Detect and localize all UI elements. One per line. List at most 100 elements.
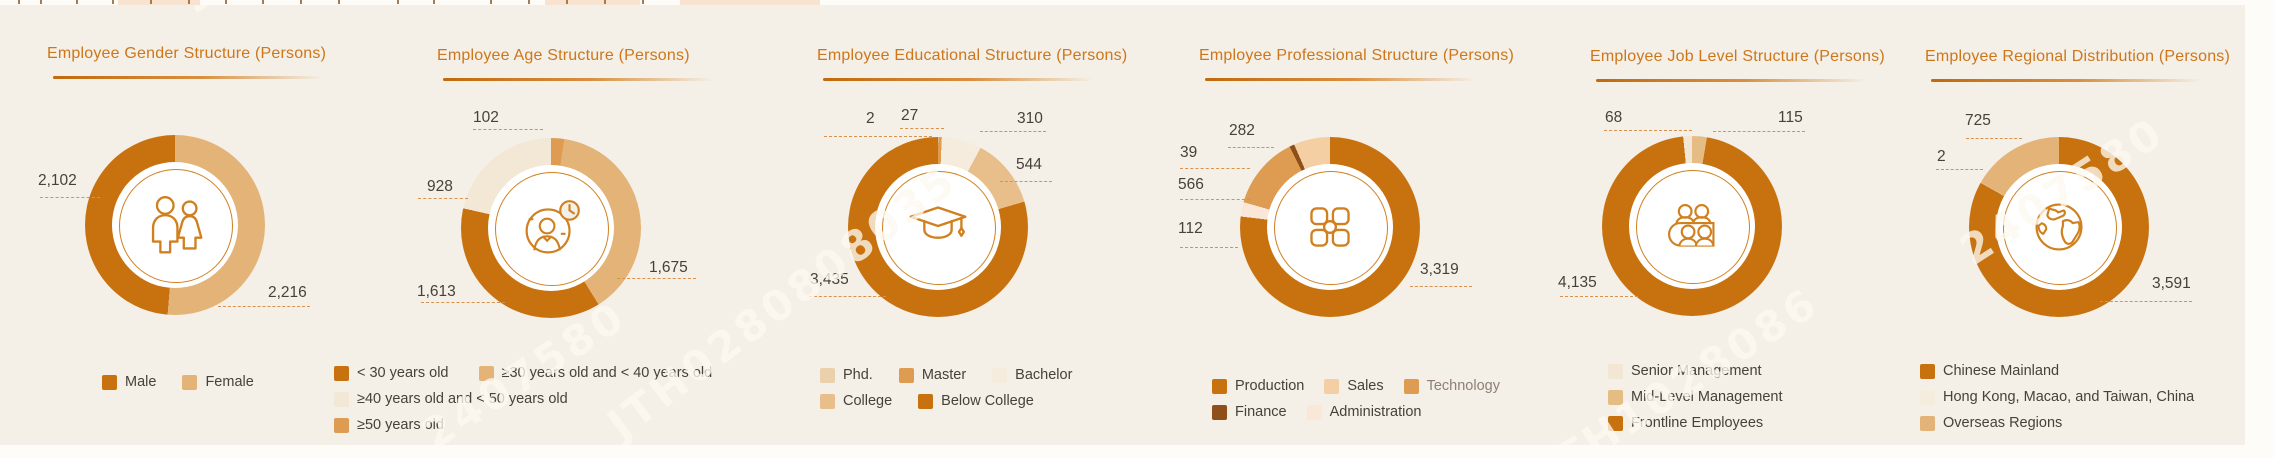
legend-row: Frontline Employees (1608, 414, 1763, 432)
legend-label: Sales (1347, 378, 1384, 394)
legend-item-administration[interactable]: Administration (1306, 404, 1422, 420)
top-strip-tick (262, 0, 264, 4)
legend-label: Male (125, 374, 157, 390)
legend-item-mid-level-management[interactable]: Mid-Level Management (1608, 389, 1783, 405)
data-label: 4,135 (1558, 274, 1597, 291)
legend-swatch (478, 365, 494, 381)
top-strip-tick (76, 0, 78, 4)
top-strip-block (545, 0, 640, 5)
callout-leader-line (900, 128, 944, 129)
legend-item-technology[interactable]: Technology (1403, 378, 1500, 394)
data-label: 928 (427, 178, 453, 195)
top-strip-tick (225, 0, 227, 4)
legend-item-senior-management[interactable]: Senior Management (1608, 363, 1762, 379)
legend-label: Senior Management (1631, 363, 1762, 379)
callout-leader-line (40, 197, 100, 198)
data-label: 3,319 (1420, 261, 1459, 278)
legend-item-master[interactable]: Master (898, 367, 966, 383)
callout-leader-line (617, 278, 696, 279)
title-underline (823, 78, 1093, 81)
legend-label: Bachelor (1015, 367, 1073, 383)
legend-item-college[interactable]: College (820, 393, 892, 409)
callout-leader-line (473, 129, 543, 130)
data-label: 282 (1229, 122, 1255, 139)
data-label: 544 (1016, 156, 1042, 173)
legend-label: Phd. (843, 367, 873, 383)
legend-item-sales[interactable]: Sales (1324, 378, 1384, 394)
graduation-cap-icon (899, 188, 977, 266)
chart-title: Employee Job Level Structure (Persons) (1590, 48, 1885, 65)
team-table-icon (1653, 187, 1731, 265)
legend-item--40-years-old-and-50-years-old[interactable]: ≥40 years old and < 50 years old (334, 391, 568, 407)
globe-icon (2020, 188, 2098, 266)
data-label: 2,102 (38, 172, 77, 189)
data-label: 3,591 (2152, 275, 2191, 292)
legend-item-hong-kong-macao-and-taiwan-china[interactable]: Hong Kong, Macao, and Taiwan, China (1920, 389, 2194, 405)
dashboard-background (0, 5, 2245, 445)
top-strip-tick (397, 0, 399, 4)
legend-swatch (334, 365, 349, 381)
top-crop-strip (0, 0, 2274, 5)
legend-swatch (334, 417, 349, 433)
legend-item-overseas-regions[interactable]: Overseas Regions (1920, 415, 2062, 431)
legend-row: Senior Management (1608, 362, 1762, 380)
chart-title: Employee Educational Structure (Persons) (817, 47, 1128, 64)
donut-inner-ring (119, 169, 233, 283)
data-label: 2 (866, 110, 875, 127)
legend-item-male[interactable]: Male (102, 374, 156, 390)
top-strip-tick (300, 0, 302, 4)
callout-leader-line (1560, 296, 1638, 297)
legend-item--50-years-old[interactable]: ≥50 years old (334, 417, 444, 433)
legend-swatch (1324, 378, 1340, 394)
legend-item-female[interactable]: Female (182, 374, 254, 390)
legend-item-bachelor[interactable]: Bachelor (992, 367, 1072, 383)
legend-item-finance[interactable]: Finance (1212, 404, 1287, 420)
bottom-margin (0, 445, 2274, 458)
top-strip-block (680, 0, 820, 5)
legend-row: ≥40 years old and < 50 years old (334, 390, 568, 408)
legend-label: Finance (1235, 404, 1287, 420)
callout-leader-line (1936, 169, 1983, 170)
callout-leader-line (1604, 130, 1692, 131)
title-underline (53, 76, 323, 79)
chart-title: Employee Professional Structure (Persons… (1199, 47, 1514, 64)
data-label: 3,435 (810, 271, 849, 288)
legend-row: < 30 years old ≥30 years old and < 40 yea… (334, 364, 712, 382)
callout-leader-line (1228, 147, 1274, 148)
legend-item-phd-[interactable]: Phd. (820, 367, 873, 383)
legend-label: Administration (1329, 404, 1422, 420)
title-underline (1205, 78, 1475, 81)
legend-item--30-years-old[interactable]: < 30 years old (334, 365, 449, 381)
legend-swatch (820, 393, 835, 409)
callout-leader-line (1000, 181, 1052, 182)
top-strip-block (118, 0, 200, 5)
legend-row: Overseas Regions (1920, 414, 2062, 432)
legend-row: Chinese Mainland (1920, 362, 2059, 380)
legend-label: Mid-Level Management (1631, 389, 1783, 405)
legend-label: Frontline Employees (1631, 415, 1764, 431)
legend-item--30-years-old-and-40-years-old[interactable]: ≥30 years old and < 40 years old (478, 365, 712, 381)
legend-item-below-college[interactable]: Below College (918, 393, 1034, 409)
legend-row: Male Female (102, 373, 254, 391)
legend-swatch (1306, 404, 1322, 420)
donut-inner-ring (1636, 170, 1750, 284)
legend-row: Phd. Master Bachelor (820, 366, 1072, 384)
legend-swatch (820, 367, 835, 383)
data-label: 1,613 (417, 283, 456, 300)
data-label: 112 (1178, 220, 1203, 237)
legend-item-chinese-mainland[interactable]: Chinese Mainland (1920, 363, 2059, 379)
chart-title: Employee Regional Distribution (Persons) (1925, 48, 2231, 65)
top-strip-tick (528, 0, 530, 4)
legend-row: Mid-Level Management (1608, 388, 1783, 406)
donut-inner-ring (2003, 171, 2117, 285)
title-underline (1596, 79, 1866, 82)
legend-item-production[interactable]: Production (1212, 378, 1304, 394)
callout-leader-line (824, 136, 932, 137)
legend-item-frontline-employees[interactable]: Frontline Employees (1608, 415, 1763, 431)
callout-leader-line (1180, 168, 1250, 169)
data-label: 566 (1178, 176, 1204, 193)
data-label: 2,216 (268, 284, 307, 301)
